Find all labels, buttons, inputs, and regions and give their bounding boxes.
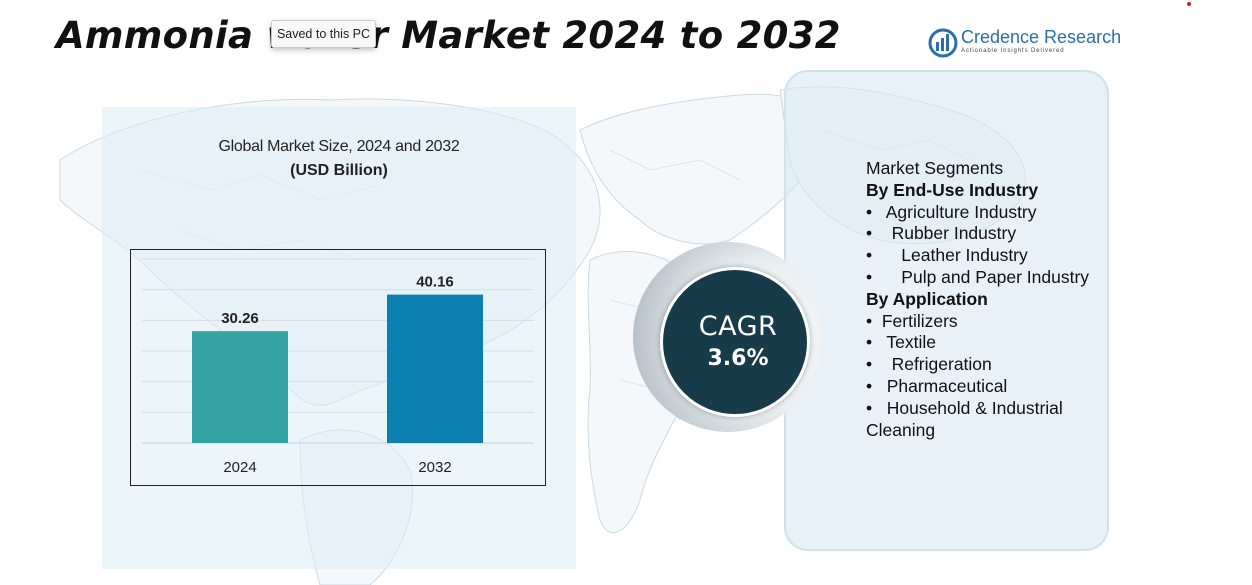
segment-group-heading: By End-Use Industry	[866, 179, 1039, 200]
segment-item: • Textile	[866, 332, 936, 353]
segment-item: • Leather Industry	[866, 245, 1028, 266]
segment-item: • Pulp and Paper Industry	[866, 266, 1090, 287]
cagr-badge: CAGR 3.6%	[633, 242, 823, 432]
saved-tooltip: Saved to this PC	[271, 20, 376, 48]
logo-name: Credence Research	[961, 27, 1122, 47]
bar-2032	[387, 294, 483, 443]
chart-panel: Global Market Size, 2024 and 2032 (USD B…	[102, 107, 576, 569]
segment-item: • Pharmaceutical	[866, 375, 1008, 396]
logo-tagline: Actionable Insights Delivered	[961, 48, 1065, 54]
red-dot-marker	[1187, 2, 1191, 6]
segment-item: • Refrigeration	[866, 354, 992, 375]
bar-value-label: 30.26	[221, 310, 259, 327]
credence-research-logo[interactable]: Credence Research Actionable Insights De…	[928, 26, 1122, 60]
chart-title: Global Market Size, 2024 and 2032	[218, 138, 460, 155]
x-tick-label: 2024	[223, 459, 256, 476]
segments-heading: Market Segments	[866, 158, 1004, 178]
x-tick-label: 2032	[418, 459, 451, 476]
cagr-circle: CAGR 3.6%	[660, 267, 810, 417]
segment-item: • Household & Industrial Cleaning	[866, 397, 1068, 440]
cagr-label: CAGR	[698, 311, 778, 342]
segment-item: • Agriculture Industry	[866, 201, 1037, 222]
logo-icon	[928, 28, 958, 58]
page-title: Ammonia water Market 2024 to 2032	[56, 14, 841, 57]
segment-item: • Rubber Industry	[866, 223, 1017, 244]
chart-subtitle: (USD Billion)	[290, 162, 388, 179]
segment-item: • Fertilizers	[866, 310, 958, 331]
bar-2024	[192, 331, 288, 443]
chart-frame	[130, 249, 546, 486]
bar-chart: 30.26 2024 40.16 2032	[130, 249, 546, 486]
segment-group-heading: By Application	[866, 288, 988, 309]
cagr-value: 3.6%	[707, 346, 769, 371]
market-segments-list: Market Segments By End-Use Industry • Agr…	[866, 158, 1116, 441]
bar-value-label: 40.16	[416, 274, 454, 291]
